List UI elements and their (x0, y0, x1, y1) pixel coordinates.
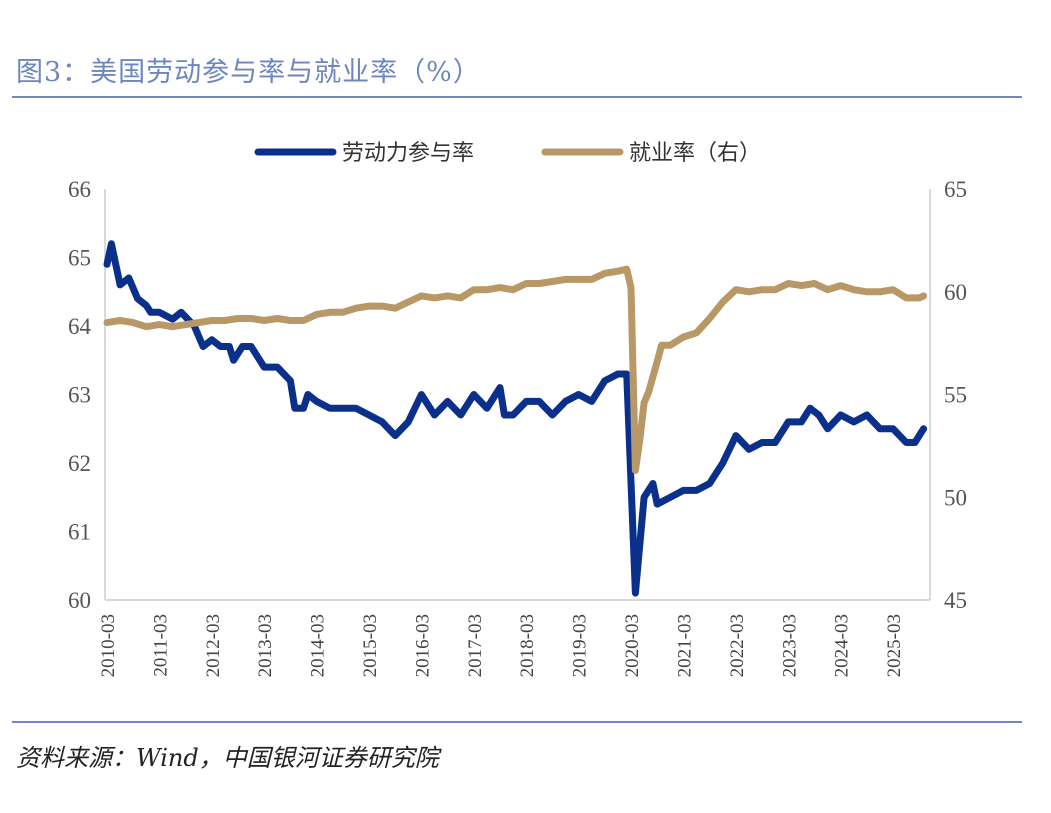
x-tick-label: 2022-03 (727, 614, 748, 677)
y-left-tick-label: 61 (68, 520, 91, 545)
x-tick-label: 2024-03 (832, 614, 853, 677)
x-tick-label: 2012-03 (203, 614, 224, 677)
chart-title: 图3：美国劳动参与率与就业率（%） (16, 57, 481, 88)
x-tick-label: 2018-03 (517, 614, 538, 677)
footer-divider (12, 721, 1022, 723)
x-tick-label: 2013-03 (255, 614, 276, 677)
legend-label: 劳动力参与率 (342, 141, 474, 166)
y-right-tick-label: 45 (944, 588, 967, 613)
y-right-tick-label: 60 (944, 280, 967, 305)
y-left-tick-label: 65 (68, 246, 91, 271)
y-right-tick-label: 50 (944, 485, 967, 510)
y-left-tick-label: 66 (68, 177, 91, 202)
series-line-participation-rate (103, 240, 928, 597)
x-tick-label: 2020-03 (622, 614, 643, 677)
x-tick-label: 2019-03 (570, 614, 591, 677)
x-tick-label: 2017-03 (465, 614, 486, 677)
y-left-tick-label: 64 (68, 314, 92, 339)
x-tick-label: 2010-03 (98, 614, 119, 677)
x-tick-label: 2021-03 (674, 614, 695, 677)
series-line-employment-rate (103, 265, 928, 474)
y-left-tick-label: 60 (68, 588, 91, 613)
x-tick-label: 2014-03 (308, 614, 329, 677)
x-tick-label: 2011-03 (150, 614, 171, 677)
title-divider (12, 96, 1022, 98)
x-tick-label: 2023-03 (779, 614, 800, 677)
y-left-tick-label: 63 (68, 383, 91, 408)
y-left-tick-label: 62 (68, 451, 91, 476)
x-tick-label: 2016-03 (412, 614, 433, 677)
source-note: 资料来源：Wind，中国银河证券研究院 (16, 744, 439, 772)
x-tick-label: 2015-03 (360, 614, 381, 677)
y-right-tick-label: 65 (944, 177, 967, 202)
x-tick-label: 2025-03 (884, 614, 905, 677)
y-right-tick-label: 55 (944, 383, 967, 408)
legend-label: 就业率（右） (629, 141, 761, 166)
